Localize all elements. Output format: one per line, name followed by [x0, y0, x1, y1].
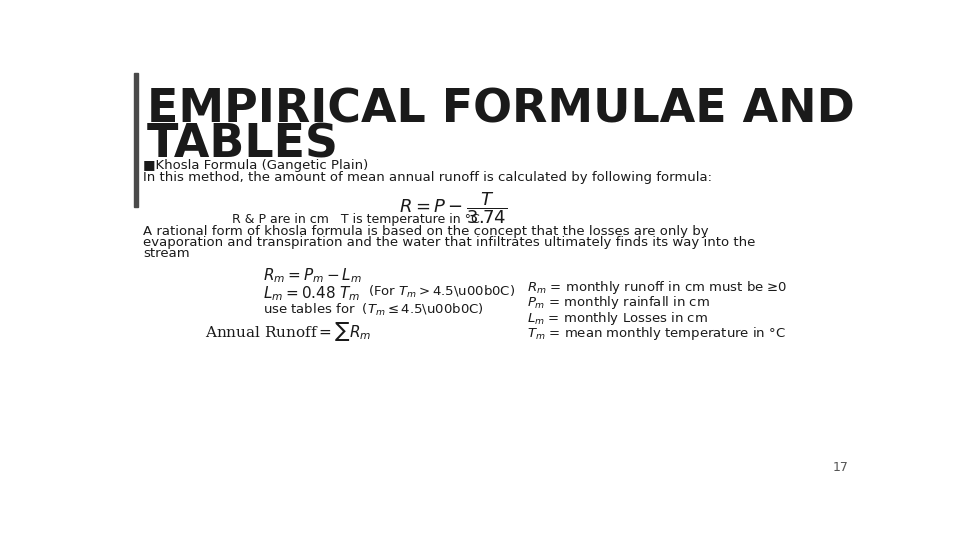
Text: stream: stream — [143, 247, 190, 260]
Text: TABLES: TABLES — [147, 123, 339, 167]
Text: $L_m = 0.48\;T_m$: $L_m = 0.48\;T_m$ — [263, 284, 360, 303]
Text: (For $T_m >4.5$\u00b0C): (For $T_m >4.5$\u00b0C) — [368, 284, 516, 300]
Text: evaporation and transpiration and the water that infiltrates ultimately finds it: evaporation and transpiration and the wa… — [143, 236, 756, 249]
Text: $P_m$ = monthly rainfall in cm: $P_m$ = monthly rainfall in cm — [527, 294, 709, 311]
Text: In this method, the amount of mean annual runoff is calculated by following form: In this method, the amount of mean annua… — [143, 171, 712, 184]
Text: $R_m$ = monthly runoff in cm must be ≥0: $R_m$ = monthly runoff in cm must be ≥0 — [527, 279, 787, 296]
Text: ■Khosla Formula (Gangetic Plain): ■Khosla Formula (Gangetic Plain) — [143, 159, 369, 172]
Text: $L_m$ = monthly Losses in cm: $L_m$ = monthly Losses in cm — [527, 309, 708, 327]
Text: $R = P - \dfrac{T}{3.74}$: $R = P - \dfrac{T}{3.74}$ — [399, 190, 508, 226]
Text: use tables for  ($T_m \leq 4.5$\u00b0C): use tables for ($T_m \leq 4.5$\u00b0C) — [263, 302, 484, 318]
Text: $T_m$ = mean monthly temperature in °C: $T_m$ = mean monthly temperature in °C — [527, 325, 785, 342]
Text: Annual Runoff$= \sum R_m$: Annual Runoff$= \sum R_m$ — [205, 320, 372, 343]
Text: A rational form of khosla formula is based on the concept that the losses are on: A rational form of khosla formula is bas… — [143, 225, 708, 238]
Text: EMPIRICAL FORMULAE AND: EMPIRICAL FORMULAE AND — [147, 88, 854, 133]
Bar — [134, 72, 138, 207]
Text: R & P are in cm   T is temperature in °C: R & P are in cm T is temperature in °C — [232, 213, 480, 226]
Text: $R_m = P_m - L_m$: $R_m = P_m - L_m$ — [263, 267, 363, 285]
Text: 17: 17 — [832, 462, 849, 475]
